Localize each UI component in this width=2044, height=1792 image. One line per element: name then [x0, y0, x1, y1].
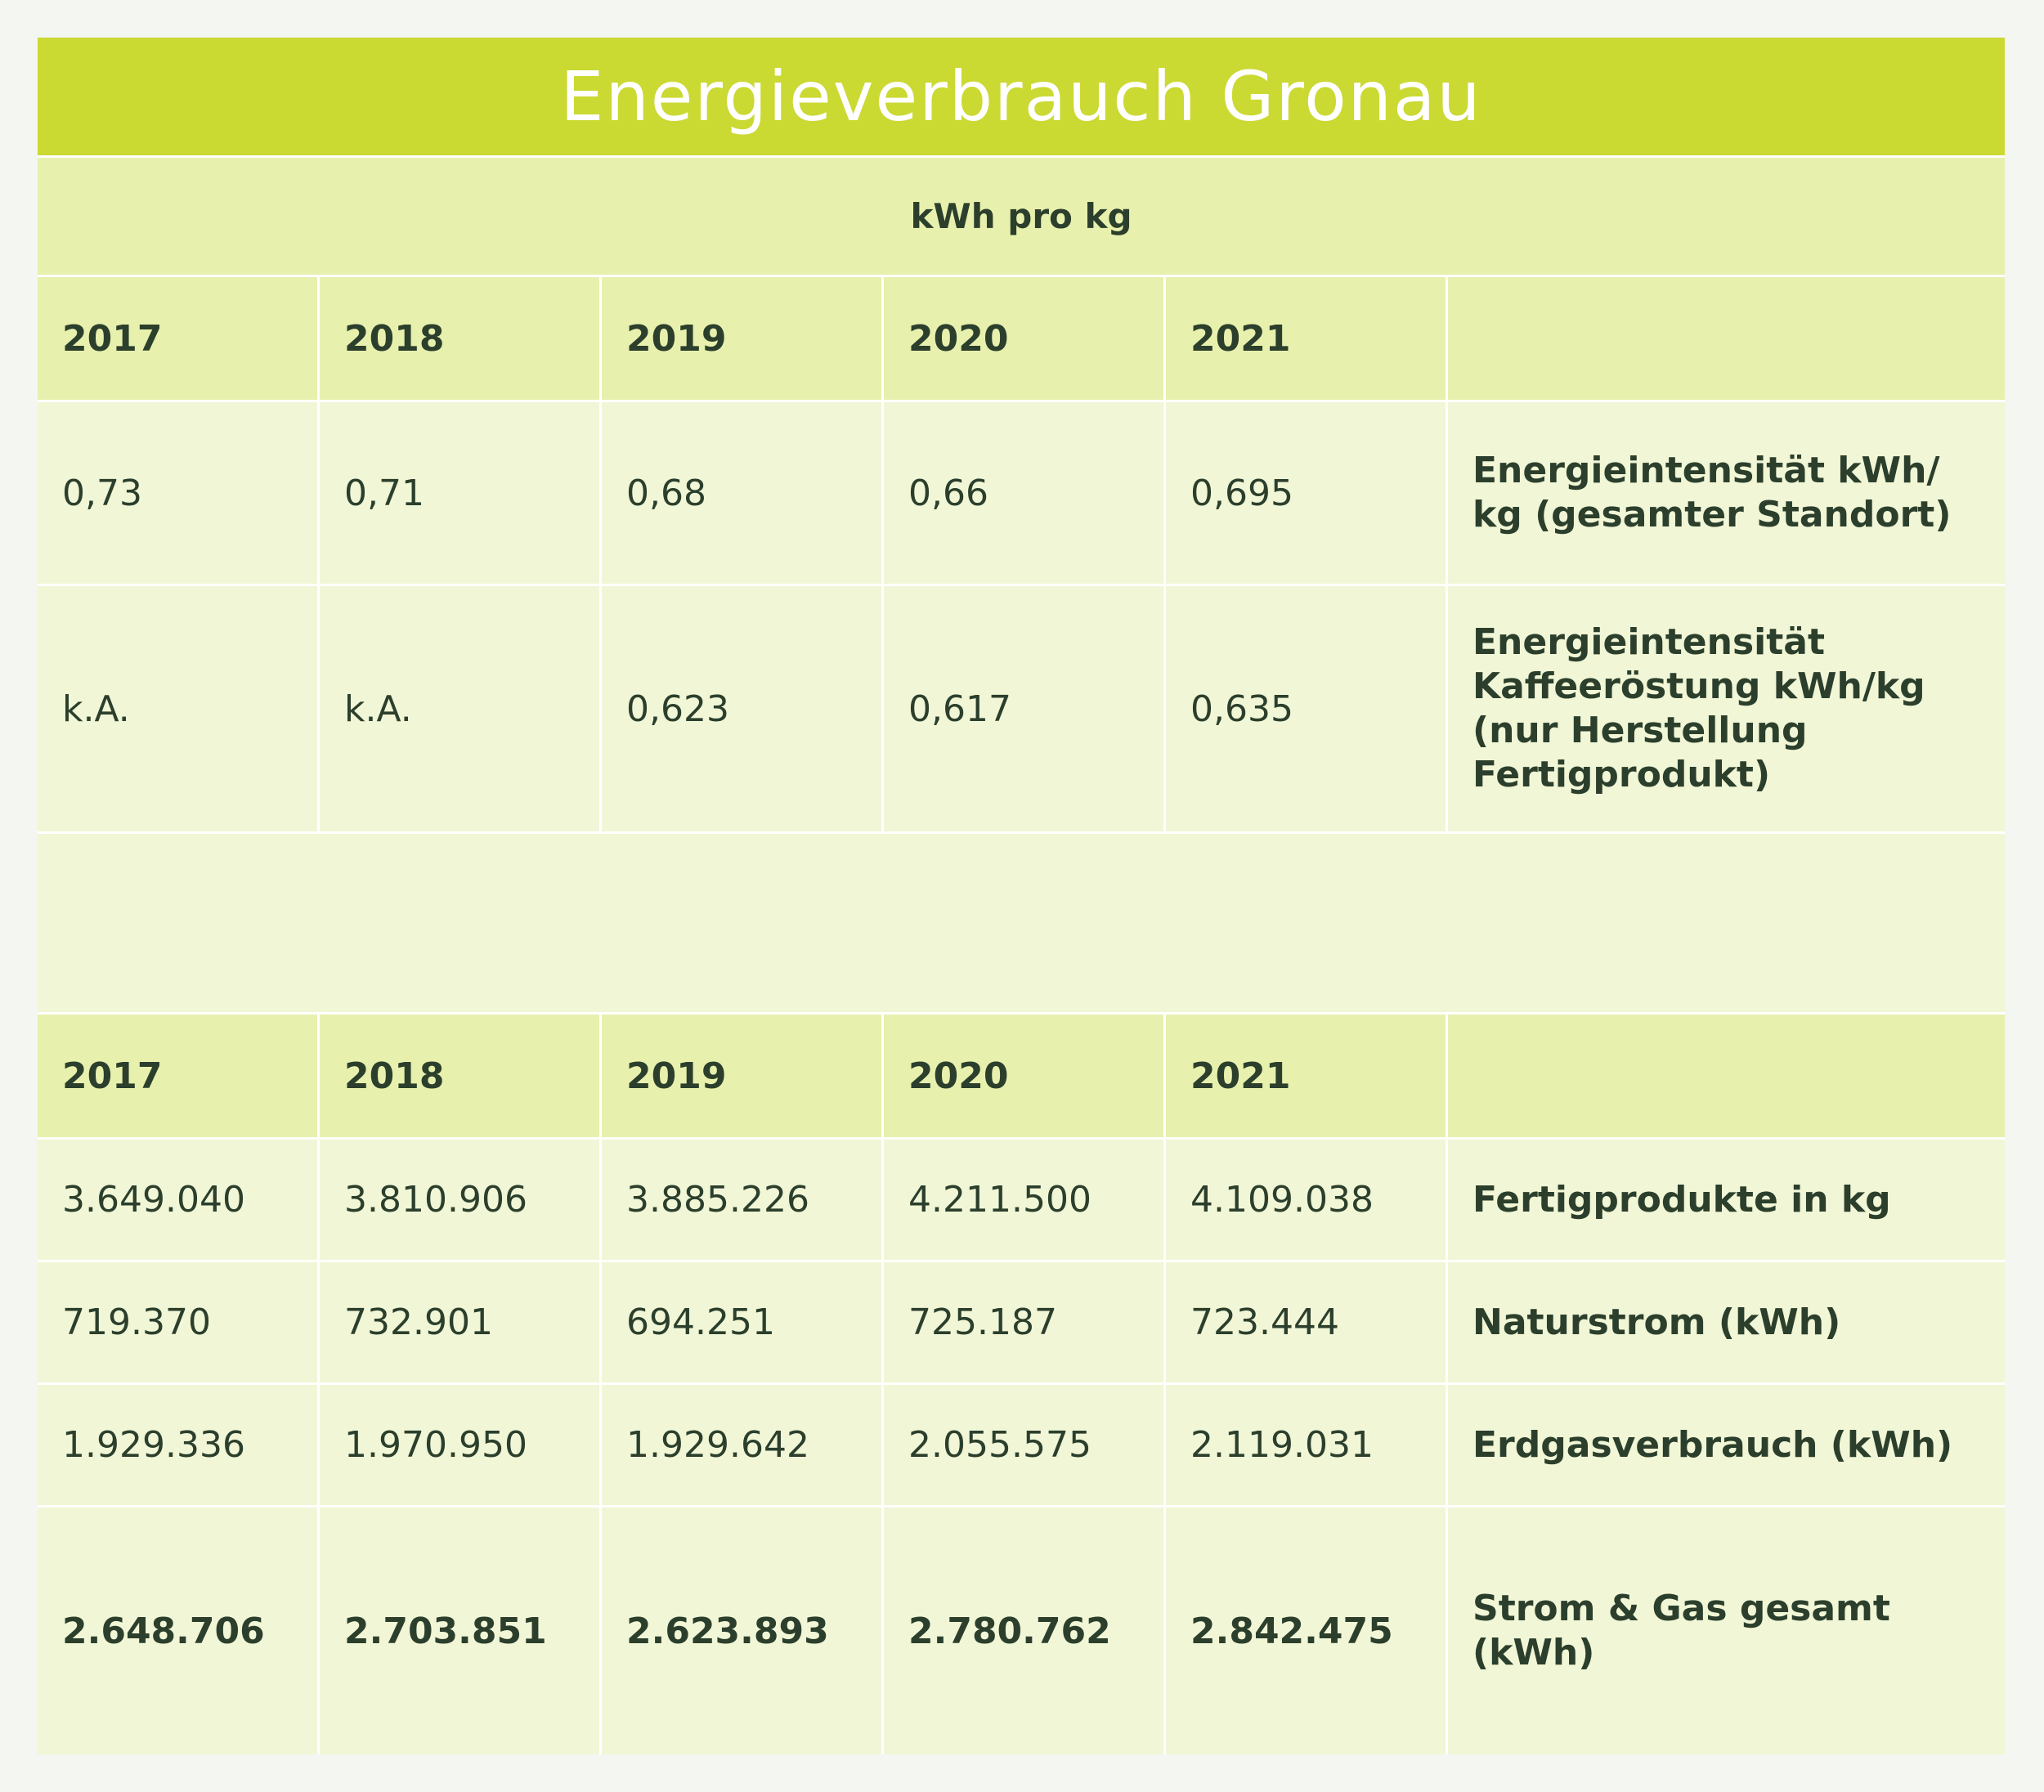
- table-cell: 719.370: [38, 1262, 317, 1382]
- table-cell: 2.055.575: [884, 1385, 1163, 1505]
- table-cell: 4.211.500: [884, 1140, 1163, 1260]
- table-cell: 0,617: [884, 586, 1163, 831]
- table-cell: 0,66: [884, 402, 1163, 584]
- energy-table: Energieverbrauch Gronau kWh pro kg 2017 …: [38, 38, 2005, 1754]
- header-empty-cell: [1448, 277, 2005, 400]
- table-cell: 1.929.642: [602, 1385, 881, 1505]
- table-row-total: 2.648.706 2.703.851 2.623.893 2.780.762 …: [38, 1508, 2005, 1754]
- year-header: 2019: [602, 1015, 881, 1137]
- table-cell-total: 2.842.475: [1166, 1508, 1446, 1754]
- row-label: Fertigprodukte in kg: [1448, 1140, 2005, 1260]
- table-cell: 0,695: [1166, 402, 1446, 584]
- table-cell: 0,635: [1166, 586, 1446, 831]
- year-header: 2017: [38, 1015, 317, 1137]
- page-title: Energieverbrauch Gronau: [560, 56, 1482, 137]
- year-header: 2019: [602, 277, 881, 400]
- year-header: 2017: [38, 277, 317, 400]
- year-header: 2020: [884, 277, 1163, 400]
- title-bar: Energieverbrauch Gronau: [38, 38, 2005, 155]
- table-row: 1.929.336 1.970.950 1.929.642 2.055.575 …: [38, 1385, 2005, 1505]
- row-label: Energieintensität kWh/ kg (gesamter Stan…: [1448, 402, 2005, 584]
- table-cell: 0,71: [320, 402, 599, 584]
- table-row: 3.649.040 3.810.906 3.885.226 4.211.500 …: [38, 1140, 2005, 1260]
- table-row: k.A. k.A. 0,623 0,617 0,635 Energieinten…: [38, 586, 2005, 831]
- row-label: Naturstrom (kWh): [1448, 1262, 2005, 1382]
- spacer-row: [38, 834, 2005, 1012]
- year-header: 2018: [320, 1015, 599, 1137]
- row-label: Strom & Gas gesamt (kWh): [1448, 1508, 2005, 1754]
- table-cell: 3.649.040: [38, 1140, 317, 1260]
- table-cell: 3.810.906: [320, 1140, 599, 1260]
- year-header: 2021: [1166, 1015, 1446, 1137]
- table-cell-total: 2.703.851: [320, 1508, 599, 1754]
- table-row: 0,73 0,71 0,68 0,66 0,695 Energieintensi…: [38, 402, 2005, 584]
- unit-label: kWh pro kg: [38, 158, 2005, 275]
- table-cell: 725.187: [884, 1262, 1163, 1382]
- year-header: 2021: [1166, 277, 1446, 400]
- table-cell: 3.885.226: [602, 1140, 881, 1260]
- year-header: 2018: [320, 277, 599, 400]
- table1-header-row: 2017 2018 2019 2020 2021: [38, 277, 2005, 400]
- table-row: 719.370 732.901 694.251 725.187 723.444 …: [38, 1262, 2005, 1382]
- table-cell-total: 2.780.762: [884, 1508, 1163, 1754]
- table-cell: 1.970.950: [320, 1385, 599, 1505]
- table-cell-total: 2.648.706: [38, 1508, 317, 1754]
- table-cell: k.A.: [320, 586, 599, 831]
- table-cell: k.A.: [38, 586, 317, 831]
- table-cell: 2.119.031: [1166, 1385, 1446, 1505]
- table-cell: 4.109.038: [1166, 1140, 1446, 1260]
- header-empty-cell: [1448, 1015, 2005, 1137]
- spacer-cell: [38, 834, 2005, 1012]
- table-cell: 694.251: [602, 1262, 881, 1382]
- row-label: Energieintensität Kaffeeröstung kWh/kg (…: [1448, 586, 2005, 831]
- year-header: 2020: [884, 1015, 1163, 1137]
- table-cell-total: 2.623.893: [602, 1508, 881, 1754]
- table-cell: 0,68: [602, 402, 881, 584]
- table-cell: 0,623: [602, 586, 881, 831]
- table-cell: 0,73: [38, 402, 317, 584]
- table-cell: 1.929.336: [38, 1385, 317, 1505]
- row-label: Erdgasverbrauch (kWh): [1448, 1385, 2005, 1505]
- table2-header-row: 2017 2018 2019 2020 2021: [38, 1015, 2005, 1137]
- unit-row: kWh pro kg: [38, 158, 2005, 275]
- table-cell: 732.901: [320, 1262, 599, 1382]
- table-cell: 723.444: [1166, 1262, 1446, 1382]
